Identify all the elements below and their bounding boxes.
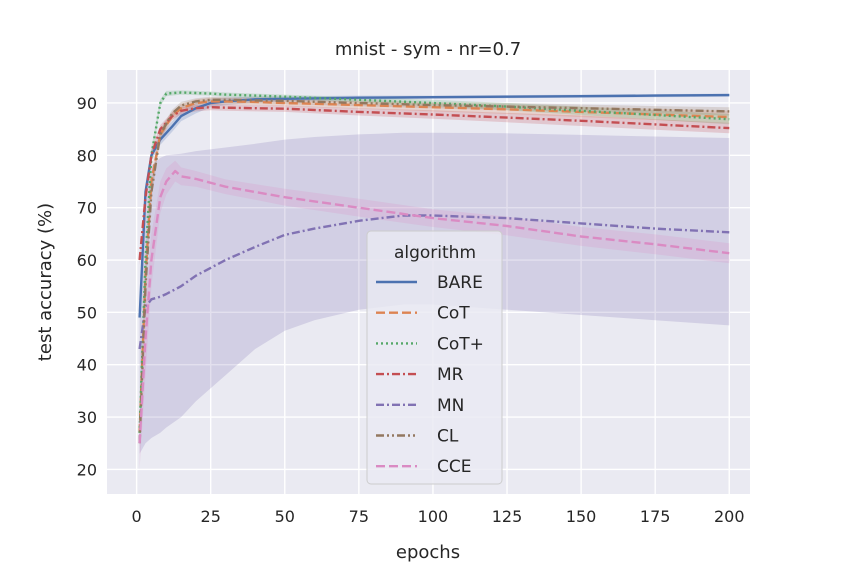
y-tick-labels: 20 30 40 50 60 70 80 90 [77,94,97,479]
legend-box [366,230,503,485]
x-tick-label: 50 [275,507,295,526]
x-tick-label: 125 [492,507,523,526]
line-cot [138,91,730,433]
line-cl [138,98,730,444]
legend-label-bare: BARE [437,273,483,293]
x-axis-label: epochs [396,542,460,563]
legend-label-cce: CCE [437,457,471,477]
band-mr [139,104,730,266]
x-tick-label: 150 [566,507,597,526]
legend-label-mn: MN [437,396,464,416]
y-tick-label: 50 [77,303,97,322]
y-tick-label: 20 [77,460,97,479]
series-lines [138,91,730,444]
band-cce [139,160,730,470]
legend: algorithm BARE CoT CoT+ MR MN CL CCE [366,230,503,485]
legend-label-mr: MR [437,365,464,385]
y-tick-label: 30 [77,408,97,427]
x-tick-label: 25 [201,507,221,526]
x-tick-label: 200 [714,507,745,526]
line-mr [138,105,730,261]
y-tick-label: 70 [77,199,97,218]
chart-title: mnist - sym - nr=0.7 [335,39,521,60]
legend-title: algorithm [394,243,476,263]
legend-items: BARE CoT CoT+ MR MN CL CCE [376,273,484,477]
y-axis-label: test accuracy (%) [35,203,56,361]
x-tick-label: 75 [349,507,369,526]
x-tick-label: 100 [418,507,449,526]
legend-label-cl: CL [437,427,459,447]
legend-label-cot: CoT [437,304,470,324]
y-tick-label: 60 [77,251,97,270]
line-cot [138,100,730,433]
line-mn [138,214,730,350]
x-tick-label: 0 [132,507,142,526]
legend-label-cot: CoT+ [437,334,484,354]
y-tick-label: 80 [77,146,97,165]
y-tick-label: 90 [77,94,97,113]
x-tick-label: 175 [640,507,671,526]
y-tick-label: 40 [77,356,97,375]
x-tick-labels: 0 25 50 75 100 125 150 175 200 [132,507,745,526]
line-cce [138,169,730,444]
